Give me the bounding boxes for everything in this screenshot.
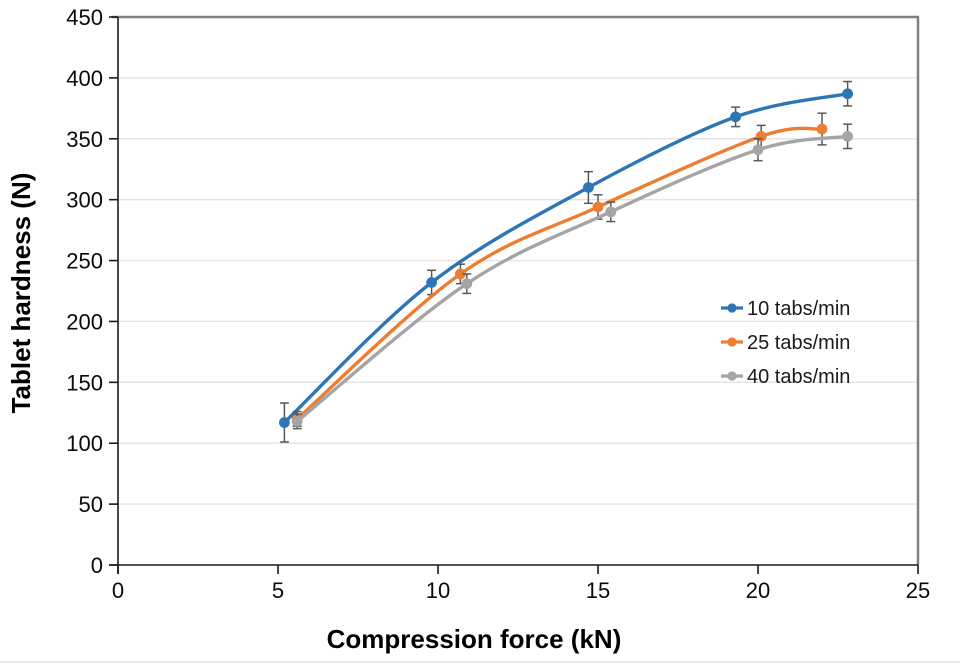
legend-label: 40 tabs/min	[747, 366, 850, 388]
legend-marker-dot	[727, 337, 737, 347]
data-point-marker	[592, 201, 604, 213]
legend-label: 25 tabs/min	[747, 332, 850, 354]
data-point-marker	[279, 417, 290, 428]
data-point-marker	[291, 415, 303, 427]
axes	[109, 16, 919, 574]
y-tick-label: 150	[66, 370, 103, 395]
x-tick-label: 25	[906, 578, 930, 603]
data-series	[279, 80, 853, 443]
series-25-tabs-min	[291, 112, 828, 427]
x-axis-title: Compression force (kN)	[327, 624, 622, 654]
series-line-25-tabs-min	[295, 126, 824, 421]
y-tick-label: 250	[66, 249, 103, 274]
series-line-10-tabs-min	[282, 92, 850, 425]
x-tick-label: 15	[586, 578, 610, 603]
x-tick-label: 5	[272, 578, 284, 603]
data-point-marker	[842, 130, 853, 142]
y-tick-label: 100	[66, 431, 103, 456]
y-tick-label: 350	[66, 127, 103, 152]
legend-item-3: 40 tabs/min	[721, 366, 850, 388]
data-point-marker	[426, 277, 437, 288]
x-tick-label: 20	[746, 578, 770, 603]
y-tick-label: 0	[91, 553, 103, 578]
series-10-tabs-min	[279, 80, 853, 443]
legend: 10 tabs/min 25 tabs/min 40 tabs/min	[721, 298, 850, 388]
data-point-marker	[842, 88, 853, 100]
y-tick-label: 200	[66, 309, 103, 334]
legend-label: 10 tabs/min	[747, 298, 850, 320]
y-tick-label: 450	[66, 5, 103, 30]
y-tick-label: 400	[66, 66, 103, 91]
gridlines	[118, 77, 918, 505]
data-point-marker	[461, 278, 473, 290]
series-40-tabs-min	[291, 123, 853, 430]
legend-item-1: 10 tabs/min	[721, 298, 850, 320]
tick-labels: 0 50 100 150 200 250 300 350 400 450 0 5 10 15 20 25	[66, 5, 930, 603]
y-tick-label: 300	[66, 188, 103, 213]
legend-item-2: 25 tabs/min	[721, 332, 850, 354]
plot-border	[0, 15, 960, 663]
x-tick-label: 10	[426, 578, 450, 603]
series-line-40-tabs-min	[295, 134, 850, 423]
x-tick-label: 0	[112, 578, 124, 603]
y-tick-label: 50	[79, 492, 103, 517]
data-point-marker	[752, 144, 764, 156]
legend-marker-dot	[727, 303, 737, 313]
legend-marker-dot	[727, 371, 737, 381]
data-point-marker	[730, 111, 741, 123]
y-axis-title: Tablet hardness (N)	[6, 173, 36, 414]
data-point-marker	[583, 182, 594, 193]
data-point-marker	[455, 268, 466, 280]
data-point-marker	[605, 206, 617, 218]
data-point-marker	[816, 123, 828, 135]
